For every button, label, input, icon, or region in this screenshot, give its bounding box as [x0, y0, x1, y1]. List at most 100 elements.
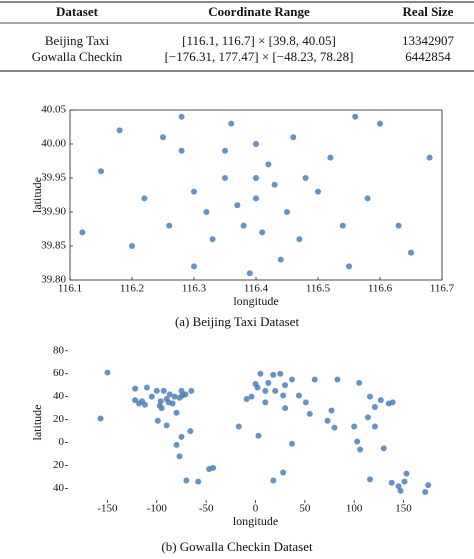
y-tick-label: 80 — [53, 344, 65, 356]
x-tick-label: -50 — [199, 503, 214, 515]
y-tick-label: 39.95 — [41, 172, 66, 184]
y-axis-label: latitude — [30, 405, 44, 441]
x-tick-label: 50 — [299, 503, 311, 515]
x-tick-label: 100 — [346, 503, 363, 515]
x-tick-label: 116.3 — [182, 283, 207, 295]
point — [284, 209, 290, 215]
point — [182, 391, 189, 398]
point — [171, 393, 178, 400]
point — [425, 482, 432, 489]
caption: (b) Gowalla Checkin Dataset — [161, 539, 313, 554]
y-tick-label: 40.00 — [41, 138, 66, 150]
point — [403, 470, 410, 477]
point — [371, 404, 378, 410]
y-tick-label: 20 — [53, 413, 65, 425]
point — [352, 113, 359, 120]
point — [302, 399, 309, 406]
point — [295, 392, 302, 399]
point — [154, 417, 161, 424]
point — [141, 195, 148, 202]
point — [116, 127, 123, 134]
point — [139, 398, 146, 405]
point — [104, 369, 111, 376]
point — [302, 175, 309, 181]
table-cell: 6442854 — [405, 49, 451, 64]
point — [354, 438, 361, 445]
table-header: Real Size — [403, 4, 454, 19]
point — [366, 393, 373, 400]
y-tick-label: 20 — [53, 459, 65, 471]
point — [148, 393, 155, 400]
point — [315, 188, 321, 195]
point — [311, 376, 318, 383]
point — [282, 382, 289, 389]
point — [289, 376, 296, 383]
point — [346, 263, 352, 270]
point — [163, 422, 170, 429]
point — [271, 181, 278, 188]
x-tick-label: 116.6 — [368, 283, 393, 295]
point — [160, 387, 167, 394]
point — [324, 417, 331, 424]
x-tick-label: 116.2 — [120, 283, 144, 295]
point — [408, 249, 414, 256]
point — [277, 256, 284, 263]
point — [143, 384, 150, 391]
point — [98, 168, 104, 175]
point — [365, 414, 371, 421]
point — [222, 175, 228, 181]
point — [257, 370, 264, 377]
point — [157, 398, 164, 405]
point — [371, 423, 378, 430]
point — [426, 154, 433, 161]
point — [377, 120, 383, 127]
point — [334, 376, 341, 383]
point — [253, 141, 259, 147]
x-tick-label: 116.7 — [430, 283, 455, 295]
point — [195, 478, 202, 485]
point — [222, 147, 228, 154]
point — [173, 409, 180, 416]
x-tick-label: 116.4 — [244, 283, 269, 295]
point — [210, 464, 217, 471]
point — [166, 391, 173, 398]
point — [290, 134, 297, 141]
point — [327, 154, 334, 161]
point — [79, 229, 86, 236]
point — [289, 440, 296, 447]
point — [183, 477, 190, 484]
point — [395, 222, 402, 229]
point — [296, 236, 303, 243]
point — [395, 483, 402, 490]
point — [129, 243, 135, 249]
point — [331, 424, 338, 431]
table-cell: Beijing Taxi — [45, 33, 110, 48]
point — [255, 432, 262, 439]
point — [306, 410, 313, 417]
point — [380, 445, 387, 452]
y-tick-label: 39.85 — [41, 240, 66, 252]
point — [228, 120, 235, 127]
point — [234, 202, 241, 209]
y-axis-label: latitude — [30, 177, 44, 213]
x-tick-label: -100 — [147, 503, 168, 515]
point — [246, 270, 253, 277]
point — [153, 387, 160, 394]
point — [209, 236, 216, 243]
point — [158, 405, 165, 412]
point — [248, 393, 255, 400]
point — [357, 446, 364, 453]
point — [397, 487, 404, 494]
x-tick-label: 0 — [253, 503, 259, 515]
point — [178, 147, 185, 154]
point — [191, 188, 197, 195]
point — [385, 400, 392, 407]
point — [280, 469, 287, 476]
point — [97, 415, 104, 422]
point — [265, 161, 272, 168]
point — [178, 113, 185, 120]
point — [160, 134, 166, 141]
point — [364, 195, 371, 202]
